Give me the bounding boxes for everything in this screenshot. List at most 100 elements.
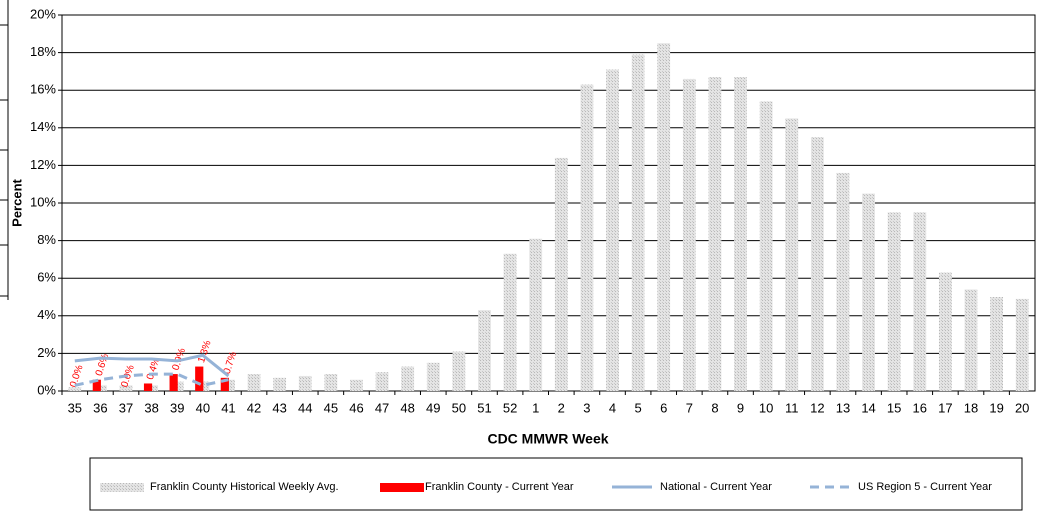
line	[74, 353, 230, 378]
legend-swatch	[100, 483, 144, 492]
y-tick-label: 4%	[37, 307, 56, 322]
bar	[990, 297, 1003, 391]
x-tick-label: 52	[503, 400, 517, 415]
x-tick-label: 44	[298, 400, 312, 415]
x-tick-label: 18	[964, 400, 978, 415]
x-tick-label: 45	[324, 400, 338, 415]
bar	[657, 43, 671, 391]
bar	[92, 379, 101, 391]
x-tick-label: 49	[426, 400, 440, 415]
bar	[938, 272, 952, 391]
bar	[247, 374, 261, 391]
bar	[298, 375, 312, 391]
x-tick-label: 46	[349, 400, 363, 415]
bar	[708, 77, 722, 391]
bar	[682, 78, 696, 392]
y-tick-label: 2%	[37, 345, 56, 360]
x-tick-label: 10	[759, 400, 773, 415]
bar	[452, 351, 466, 391]
bar	[810, 137, 824, 391]
x-tick-label: 14	[861, 400, 875, 415]
x-tick-label: 4	[609, 400, 616, 415]
bar	[350, 379, 363, 391]
data-label: 0.6%	[94, 352, 112, 377]
bar	[580, 84, 594, 391]
bar	[169, 374, 178, 391]
x-tick-label: 15	[887, 400, 901, 415]
y-tick-label: 16%	[30, 82, 56, 97]
y-tick-label: 8%	[37, 232, 56, 247]
x-tick-label: 47	[375, 400, 389, 415]
legend-label: US Region 5 - Current Year	[858, 481, 992, 493]
y-tick-label: 18%	[30, 44, 56, 59]
y-axis-label: Percent	[9, 178, 24, 226]
bar	[913, 212, 927, 391]
x-tick-label: 50	[452, 400, 466, 415]
x-tick-label: 13	[836, 400, 850, 415]
x-tick-label: 8	[711, 400, 718, 415]
x-tick-label: 16	[913, 400, 927, 415]
bar	[862, 193, 875, 391]
bar	[554, 157, 568, 391]
x-tick-label: 41	[221, 400, 235, 415]
x-tick-label: 20	[1015, 400, 1029, 415]
x-tick-label: 40	[196, 400, 210, 415]
x-tick-label: 37	[119, 400, 133, 415]
y-tick-label: 20%	[30, 6, 56, 21]
bar	[503, 253, 517, 391]
bar	[220, 377, 229, 391]
x-tick-label: 36	[93, 400, 107, 415]
x-tick-label: 42	[247, 400, 261, 415]
bar	[143, 383, 153, 391]
x-tick-label: 9	[737, 400, 744, 415]
bar	[375, 372, 389, 391]
x-tick-label: 11	[785, 400, 799, 415]
legend-label: National - Current Year	[660, 481, 772, 493]
bar	[426, 362, 440, 391]
y-tick-label: 6%	[37, 270, 56, 285]
bar	[631, 54, 645, 391]
legend-label: Franklin County Historical Weekly Avg.	[150, 481, 339, 493]
x-tick-label: 3	[583, 400, 590, 415]
bar	[964, 289, 978, 391]
bar	[119, 385, 133, 391]
line	[74, 372, 229, 387]
cropped-neighbor	[0, 0, 9, 300]
legend-swatch	[380, 483, 424, 492]
bar	[195, 366, 204, 391]
bar	[529, 238, 543, 391]
y-tick-label: 12%	[30, 157, 56, 172]
legend-box	[89, 457, 1023, 511]
x-tick-label: 48	[400, 400, 414, 415]
bar	[887, 212, 901, 391]
x-tick-label: 17	[938, 400, 952, 415]
legend-label: Franklin County - Current Year	[425, 481, 574, 493]
x-tick-label: 43	[272, 400, 286, 415]
x-tick-label: 19	[989, 400, 1003, 415]
bar	[1015, 298, 1029, 391]
y-tick-label: 0%	[37, 382, 56, 397]
x-tick-label: 39	[170, 400, 184, 415]
bar	[401, 366, 415, 391]
bar	[836, 172, 850, 391]
x-axis-label: CDC MMWR Week	[487, 431, 608, 447]
bar	[734, 77, 747, 391]
bar	[324, 374, 338, 391]
y-tick-label: 14%	[30, 119, 56, 134]
bar	[273, 377, 287, 391]
x-tick-label: 38	[144, 400, 158, 415]
x-tick-label: 2	[558, 400, 565, 415]
bar	[606, 69, 619, 392]
x-tick-label: 5	[635, 400, 642, 415]
bar	[785, 118, 799, 392]
x-tick-label: 12	[810, 400, 824, 415]
x-tick-label: 6	[660, 400, 667, 415]
x-tick-label: 7	[686, 400, 693, 415]
x-tick-label: 51	[477, 400, 491, 415]
bar	[68, 387, 82, 391]
bar	[478, 310, 491, 391]
x-tick-label: 35	[68, 400, 82, 415]
bar	[759, 101, 773, 391]
x-tick-label: 1	[532, 400, 539, 415]
